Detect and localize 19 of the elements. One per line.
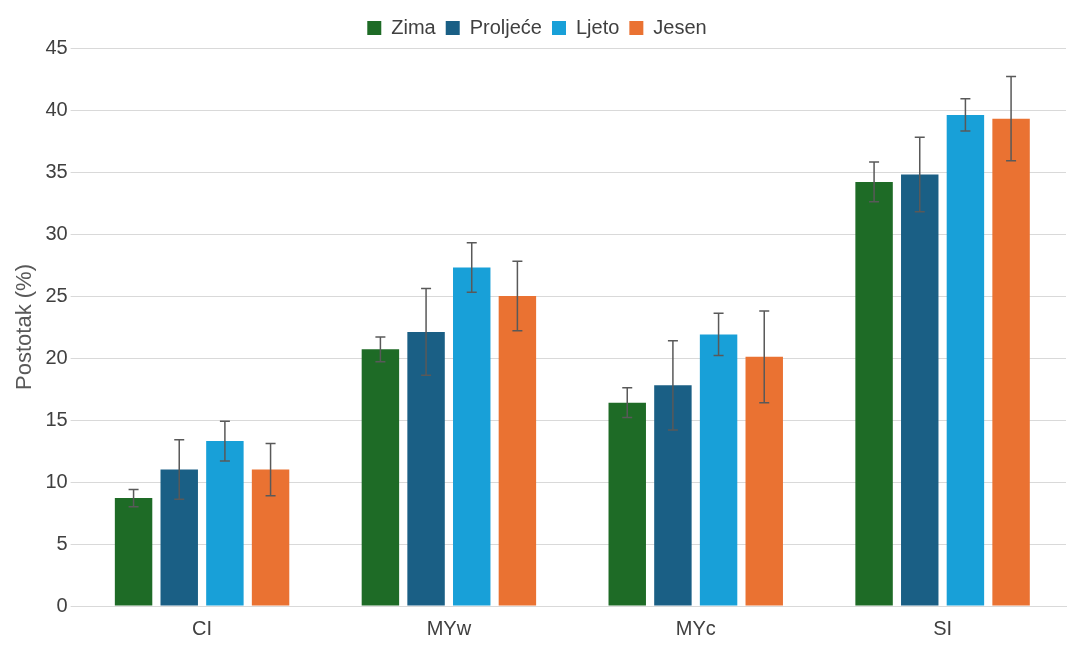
legend-label: Jesen — [653, 15, 707, 38]
y-tick-label: 15 — [45, 407, 68, 430]
y-tick-label: 0 — [56, 593, 68, 616]
y-tick-label: 25 — [45, 283, 68, 306]
x-tick-label: SI — [933, 616, 953, 639]
x-tick-label: MYw — [426, 616, 472, 639]
legend-label: Proljeće — [469, 15, 542, 38]
y-tick-label: 5 — [56, 531, 68, 554]
legend-label: Ljeto — [575, 15, 620, 38]
y-tick-label: 40 — [45, 97, 68, 120]
y-tick-label: 20 — [45, 345, 68, 368]
y-tick-label: 30 — [45, 221, 68, 244]
y-axis-title: Postotak (%) — [11, 264, 37, 390]
y-tick-label: 10 — [45, 469, 68, 492]
x-tick-label: CI — [192, 616, 213, 639]
y-tick-label: 45 — [45, 35, 68, 58]
x-tick-label: MYc — [675, 616, 716, 639]
y-tick-label: 35 — [45, 159, 68, 182]
legend-label: Zima — [391, 15, 437, 38]
